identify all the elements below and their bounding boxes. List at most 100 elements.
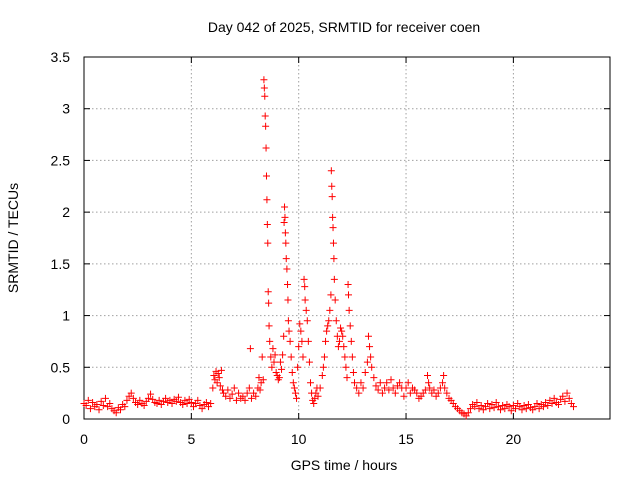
data-point: [252, 392, 260, 400]
data-point: [297, 327, 305, 335]
data-point: [116, 406, 124, 414]
data-point: [129, 394, 137, 402]
data-point: [179, 401, 187, 409]
data-point: [183, 399, 191, 407]
data-point: [286, 337, 294, 345]
data-point: [426, 384, 434, 392]
data-point: [367, 353, 375, 361]
data-point: [243, 389, 251, 397]
data-point: [265, 322, 273, 330]
data-point: [324, 322, 332, 330]
data-point: [319, 363, 327, 371]
data-point: [343, 374, 351, 382]
data-point: [299, 353, 307, 361]
y-tick-label: 3: [62, 101, 70, 117]
data-point: [301, 283, 309, 291]
data-point: [290, 384, 298, 392]
data-point: [550, 394, 558, 402]
data-point: [260, 76, 268, 84]
data-point: [255, 374, 263, 382]
data-point: [261, 112, 269, 120]
data-point: [570, 403, 578, 411]
data-point: [342, 363, 350, 371]
data-point: [327, 291, 335, 299]
data-point: [263, 221, 271, 229]
data-point: [281, 229, 289, 237]
x-axis-label: GPS time / hours: [291, 457, 398, 473]
y-tick-label: 1: [62, 308, 70, 324]
data-point: [239, 392, 247, 400]
data-point: [262, 144, 270, 152]
data-point: [298, 337, 306, 345]
gridlines: [84, 57, 610, 419]
data-point: [222, 392, 230, 400]
data-point: [134, 401, 142, 409]
data-point: [228, 390, 236, 398]
data-point: [339, 332, 347, 340]
data-point: [366, 343, 374, 351]
data-point: [378, 389, 386, 397]
data-point: [331, 296, 339, 304]
data-point: [84, 396, 92, 404]
data-point: [505, 403, 513, 411]
data-point: [492, 398, 500, 406]
data-point: [162, 394, 170, 402]
data-point: [263, 196, 271, 204]
data-point: [385, 386, 393, 394]
data-point: [259, 376, 267, 384]
data-point: [265, 299, 273, 307]
data-point: [261, 92, 269, 100]
data-point: [338, 327, 346, 335]
data-point: [439, 379, 447, 387]
data-point: [301, 296, 309, 304]
data-point: [471, 403, 479, 411]
y-tick-label: 1.5: [51, 256, 71, 272]
data-point: [284, 317, 292, 325]
data-point: [246, 345, 254, 353]
data-point: [326, 306, 334, 314]
data-point: [322, 337, 330, 345]
data-point: [210, 372, 218, 380]
data-point: [464, 409, 472, 417]
data-point: [194, 396, 202, 404]
data-point: [217, 366, 225, 374]
data-point: [497, 406, 505, 414]
data-point: [224, 386, 232, 394]
data-point: [434, 389, 442, 397]
data-point: [140, 402, 148, 410]
data-point: [337, 324, 345, 332]
data-point: [383, 379, 391, 387]
y-tick-label: 0: [62, 411, 70, 427]
data-point: [82, 402, 90, 410]
data-point: [424, 372, 432, 380]
data-point: [235, 389, 243, 397]
data-point: [214, 369, 222, 377]
data-point: [522, 405, 530, 413]
data-point: [155, 396, 163, 404]
data-point: [302, 306, 310, 314]
data-point: [207, 399, 215, 407]
data-point: [264, 288, 272, 296]
data-point: [202, 398, 210, 406]
data-point: [376, 379, 384, 387]
x-tick-label: 15: [398, 431, 414, 447]
data-point: [285, 327, 293, 335]
data-point: [359, 384, 367, 392]
data-point: [307, 379, 315, 387]
data-point: [266, 337, 274, 345]
data-point: [406, 389, 414, 397]
data-point: [294, 363, 302, 371]
data-point: [544, 402, 552, 410]
data-point: [335, 337, 343, 345]
data-point: [477, 402, 485, 410]
data-point: [327, 167, 335, 175]
data-point: [247, 394, 255, 402]
data-point: [278, 365, 286, 373]
data-point: [269, 345, 277, 353]
data-point: [296, 320, 304, 328]
data-point: [332, 317, 340, 325]
data-point: [289, 379, 297, 387]
data-point: [256, 386, 264, 394]
data-point: [230, 384, 238, 392]
data-point: [282, 255, 290, 263]
